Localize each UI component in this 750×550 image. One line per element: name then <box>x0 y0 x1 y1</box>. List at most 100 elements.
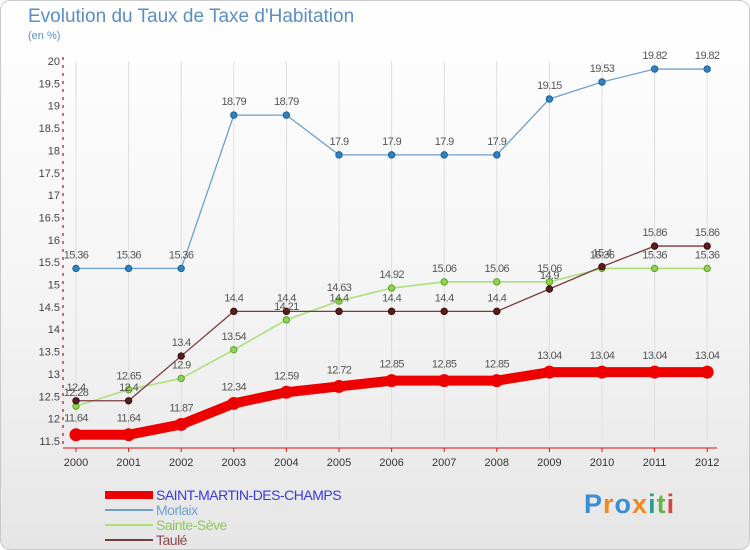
logo-letter: o <box>614 489 633 519</box>
data-label: 14.4 <box>487 292 506 304</box>
data-point <box>493 278 501 286</box>
data-point <box>493 307 501 316</box>
x-tick-label: 2004 <box>274 457 298 469</box>
data-label: 11.64 <box>64 413 88 425</box>
logo-letter: r <box>603 489 615 519</box>
y-tick-label: 20 <box>48 56 60 68</box>
data-point <box>282 111 291 119</box>
data-label: 17.9 <box>487 136 506 148</box>
data-label: 17.9 <box>435 136 454 148</box>
logo-letter: i <box>666 489 676 519</box>
data-point <box>650 264 659 273</box>
data-label: 14.4 <box>382 292 401 304</box>
data-label: 13.04 <box>537 350 562 362</box>
y-tick-label: 18 <box>48 145 60 157</box>
data-point <box>230 307 238 316</box>
logo-letter: t <box>656 489 667 519</box>
legend-label: Taulé <box>156 532 187 548</box>
legend-swatch <box>105 509 153 511</box>
logo-letter: x <box>632 489 649 519</box>
data-point <box>122 428 136 442</box>
data-label: 15.06 <box>537 263 562 275</box>
data-point <box>387 284 396 292</box>
data-label: 15.36 <box>590 249 615 261</box>
data-label: 15.06 <box>485 263 510 275</box>
data-label: 12.4 <box>66 382 85 394</box>
y-tick-label: 17.5 <box>39 168 60 180</box>
y-tick-label: 19.5 <box>39 78 60 90</box>
logo-letter: P <box>584 489 604 519</box>
data-point <box>703 264 711 273</box>
data-label: 13.4 <box>172 337 191 349</box>
logo-letter: i <box>648 489 657 519</box>
data-label: 12.85 <box>485 359 510 371</box>
data-point <box>230 111 238 119</box>
data-label: 15.86 <box>642 227 667 239</box>
legend-label: Sainte-Sève <box>156 517 227 533</box>
legend-swatch <box>105 491 153 499</box>
x-tick-label: 2011 <box>643 457 667 469</box>
data-label: 15.06 <box>432 263 457 275</box>
data-label: 14.4 <box>224 292 243 304</box>
data-label: 14.4 <box>329 292 348 304</box>
data-point <box>598 262 606 271</box>
data-label: 12.85 <box>379 359 404 371</box>
x-tick-label: 2001 <box>116 457 140 469</box>
data-label: 15.4 <box>592 248 611 260</box>
data-label: 18.79 <box>274 96 299 108</box>
y-axis-unit-label: (en %) <box>28 30 61 42</box>
data-label: 13.04 <box>590 350 615 362</box>
data-label: 17.9 <box>382 136 401 148</box>
x-tick-label: 2006 <box>379 457 403 469</box>
data-point <box>282 316 291 324</box>
x-tick-label: 2010 <box>590 457 614 469</box>
data-label: 12.9 <box>172 359 191 371</box>
y-tick-label: 16 <box>48 235 60 247</box>
y-tick-label: 17 <box>48 190 60 202</box>
y-tick-label: 14.5 <box>39 302 60 314</box>
data-point <box>703 65 711 73</box>
legend-swatch <box>105 539 153 541</box>
data-label: 15.36 <box>642 249 667 261</box>
chart-title: Evolution du Taux de Taxe d'Habitation <box>28 6 355 27</box>
data-point <box>124 264 133 273</box>
data-point <box>387 151 396 159</box>
data-point <box>177 264 185 273</box>
data-label: 14.21 <box>274 301 299 313</box>
data-point <box>545 95 554 103</box>
data-point <box>595 365 609 379</box>
data-point <box>598 78 606 86</box>
data-label: 18.79 <box>222 96 247 108</box>
legend-swatch <box>105 524 153 526</box>
x-tick-label: 2003 <box>222 457 246 469</box>
data-point <box>650 242 659 250</box>
proxiti-logo: Proxiti <box>584 489 675 520</box>
data-point <box>279 385 293 399</box>
data-label: 14.92 <box>379 269 404 281</box>
x-tick-label: 2000 <box>64 457 88 469</box>
y-tick-label: 14 <box>48 324 60 336</box>
data-point <box>335 151 343 159</box>
x-tick-label: 2005 <box>327 457 351 469</box>
data-label: 13.04 <box>642 350 667 362</box>
data-label: 14.4 <box>435 292 454 304</box>
y-tick-label: 13 <box>48 369 60 381</box>
data-point <box>124 397 133 405</box>
data-label: 12.59 <box>274 370 299 382</box>
data-point <box>177 352 185 360</box>
x-tick-label: 2012 <box>695 457 719 469</box>
x-tick-label: 2002 <box>169 457 193 469</box>
data-label: 17.9 <box>329 136 348 148</box>
y-tick-label: 12.5 <box>39 391 60 403</box>
y-tick-label: 16.5 <box>39 212 60 224</box>
data-point <box>493 151 501 159</box>
data-label: 11.87 <box>169 402 193 414</box>
data-point <box>440 278 448 286</box>
data-point <box>437 374 451 388</box>
data-point <box>440 307 448 316</box>
legend-label: Morlaix <box>156 502 198 518</box>
data-point <box>490 374 504 388</box>
data-point <box>545 278 554 286</box>
data-point <box>124 385 133 394</box>
